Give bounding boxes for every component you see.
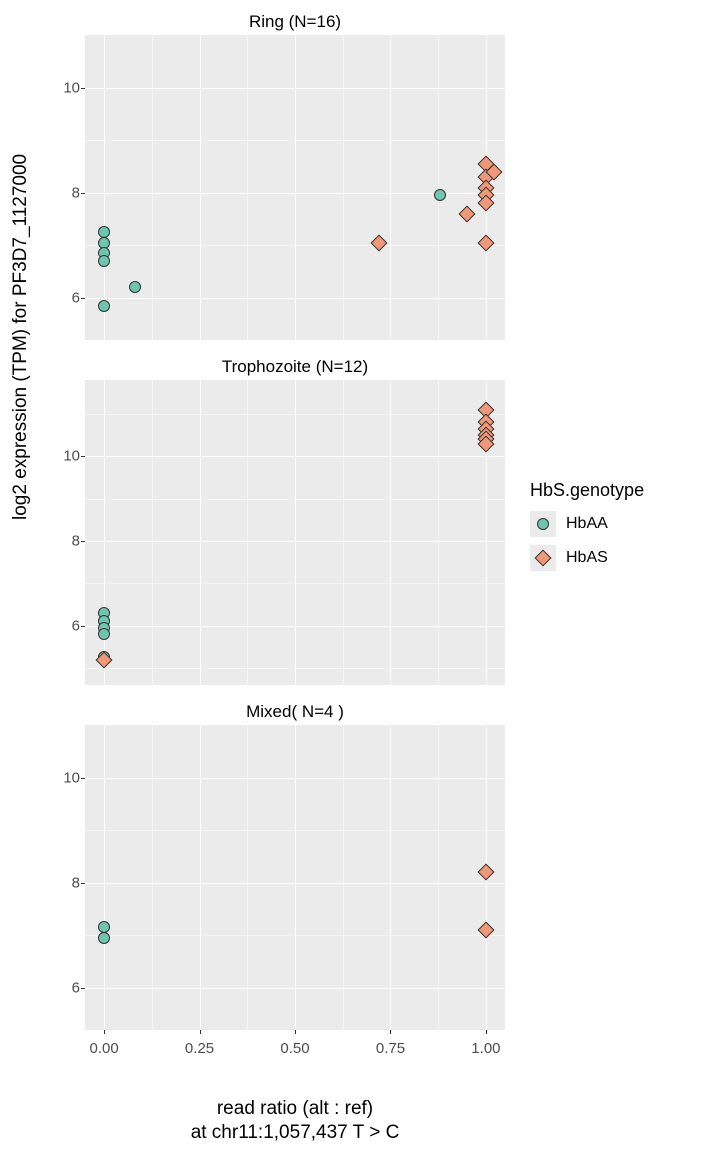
tick-mark — [81, 456, 85, 457]
grid-line — [85, 456, 505, 457]
x-tick-label: 0.00 — [89, 1040, 118, 1057]
grid-line — [343, 35, 344, 340]
x-axis-label-line1: read ratio (alt : ref) — [217, 1098, 373, 1119]
y-tick-label: 10 — [63, 79, 80, 96]
grid-line — [104, 725, 105, 1030]
tick-mark — [81, 88, 85, 89]
grid-line — [85, 541, 505, 542]
scatter-panel — [85, 725, 505, 1030]
y-tick-label: 6 — [72, 979, 80, 996]
grid-line — [390, 725, 391, 1030]
legend-swatch — [530, 511, 556, 537]
grid-line — [85, 668, 505, 669]
grid-line — [247, 380, 248, 685]
legend-title: HbS.genotype — [530, 480, 644, 501]
grid-line — [247, 35, 248, 340]
scatter-figure: log2 expression (TPM) for PF3D7_1127000 … — [0, 0, 708, 1156]
diamond-icon — [535, 550, 552, 567]
grid-line — [85, 883, 505, 884]
grid-line — [295, 35, 296, 340]
grid-line — [438, 380, 439, 685]
y-axis-label: log2 expression (TPM) for PF3D7_1127000 — [10, 154, 32, 520]
grid-line — [85, 298, 505, 299]
grid-line — [200, 35, 201, 340]
scatter-panel — [85, 35, 505, 340]
tick-mark — [104, 1030, 105, 1034]
grid-line — [85, 935, 505, 936]
grid-line — [200, 725, 201, 1030]
grid-line — [85, 583, 505, 584]
legend: HbS.genotype HbAA HbAS — [530, 480, 644, 579]
grid-line — [390, 35, 391, 340]
grid-line — [438, 725, 439, 1030]
grid-line — [104, 35, 105, 340]
y-tick-label: 10 — [63, 769, 80, 786]
y-tick-label: 6 — [72, 289, 80, 306]
grid-line — [85, 245, 505, 246]
grid-line — [85, 88, 505, 89]
data-point — [458, 205, 475, 222]
legend-item: HbAS — [530, 545, 644, 571]
x-tick-label: 0.75 — [376, 1040, 405, 1057]
tick-mark — [81, 626, 85, 627]
y-tick-label: 10 — [63, 448, 80, 465]
tick-mark — [486, 1030, 487, 1034]
tick-mark — [81, 298, 85, 299]
tick-mark — [81, 778, 85, 779]
grid-line — [152, 35, 153, 340]
grid-line — [152, 380, 153, 685]
x-tick-label: 0.25 — [185, 1040, 214, 1057]
x-axis-label: read ratio (alt : ref) at chr11:1,057,43… — [85, 1097, 505, 1146]
x-tick-label: 1.00 — [471, 1040, 500, 1057]
grid-line — [247, 725, 248, 1030]
tick-mark — [200, 1030, 201, 1034]
data-point — [434, 189, 446, 201]
y-tick-label: 8 — [72, 874, 80, 891]
grid-line — [85, 626, 505, 627]
legend-item: HbAA — [530, 511, 644, 537]
y-tick-label: 8 — [72, 532, 80, 549]
panel-title: Mixed( N=4 ) — [85, 702, 505, 722]
tick-mark — [390, 1030, 391, 1034]
scatter-panel — [85, 380, 505, 685]
legend-swatch — [530, 545, 556, 571]
circle-icon — [537, 518, 549, 530]
data-point — [371, 234, 388, 251]
panel-title: Ring (N=16) — [85, 12, 505, 32]
grid-line — [438, 35, 439, 340]
panel-title: Trophozoite (N=12) — [85, 357, 505, 377]
grid-line — [152, 725, 153, 1030]
y-tick-label: 8 — [72, 184, 80, 201]
grid-line — [85, 830, 505, 831]
data-point — [477, 234, 494, 251]
tick-mark — [81, 883, 85, 884]
data-point — [98, 255, 110, 267]
grid-line — [85, 988, 505, 989]
data-point — [129, 281, 141, 293]
y-tick-label: 6 — [72, 617, 80, 634]
grid-line — [200, 380, 201, 685]
grid-line — [85, 140, 505, 141]
legend-label: HbAA — [566, 515, 608, 533]
data-point — [477, 864, 494, 881]
grid-line — [343, 380, 344, 685]
x-tick-label: 0.50 — [280, 1040, 309, 1057]
grid-line — [295, 380, 296, 685]
grid-line — [85, 414, 505, 415]
legend-label: HbAS — [566, 549, 608, 567]
data-point — [98, 932, 110, 944]
grid-line — [343, 725, 344, 1030]
data-point — [98, 300, 110, 312]
tick-mark — [81, 541, 85, 542]
grid-line — [85, 499, 505, 500]
data-point — [98, 628, 110, 640]
tick-mark — [81, 193, 85, 194]
legend-items: HbAA HbAS — [530, 511, 644, 571]
tick-mark — [81, 988, 85, 989]
x-axis-label-line2: at chr11:1,057,437 T > C — [191, 1122, 400, 1143]
tick-mark — [295, 1030, 296, 1034]
grid-line — [295, 725, 296, 1030]
grid-line — [390, 380, 391, 685]
grid-line — [85, 778, 505, 779]
